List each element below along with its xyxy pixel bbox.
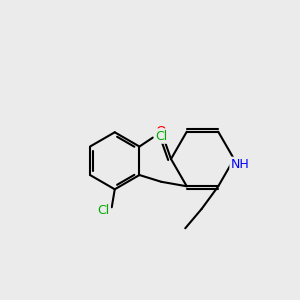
Text: O: O [155,125,166,139]
Text: NH: NH [231,158,249,171]
Text: Cl: Cl [97,204,110,217]
Text: Cl: Cl [155,130,167,142]
